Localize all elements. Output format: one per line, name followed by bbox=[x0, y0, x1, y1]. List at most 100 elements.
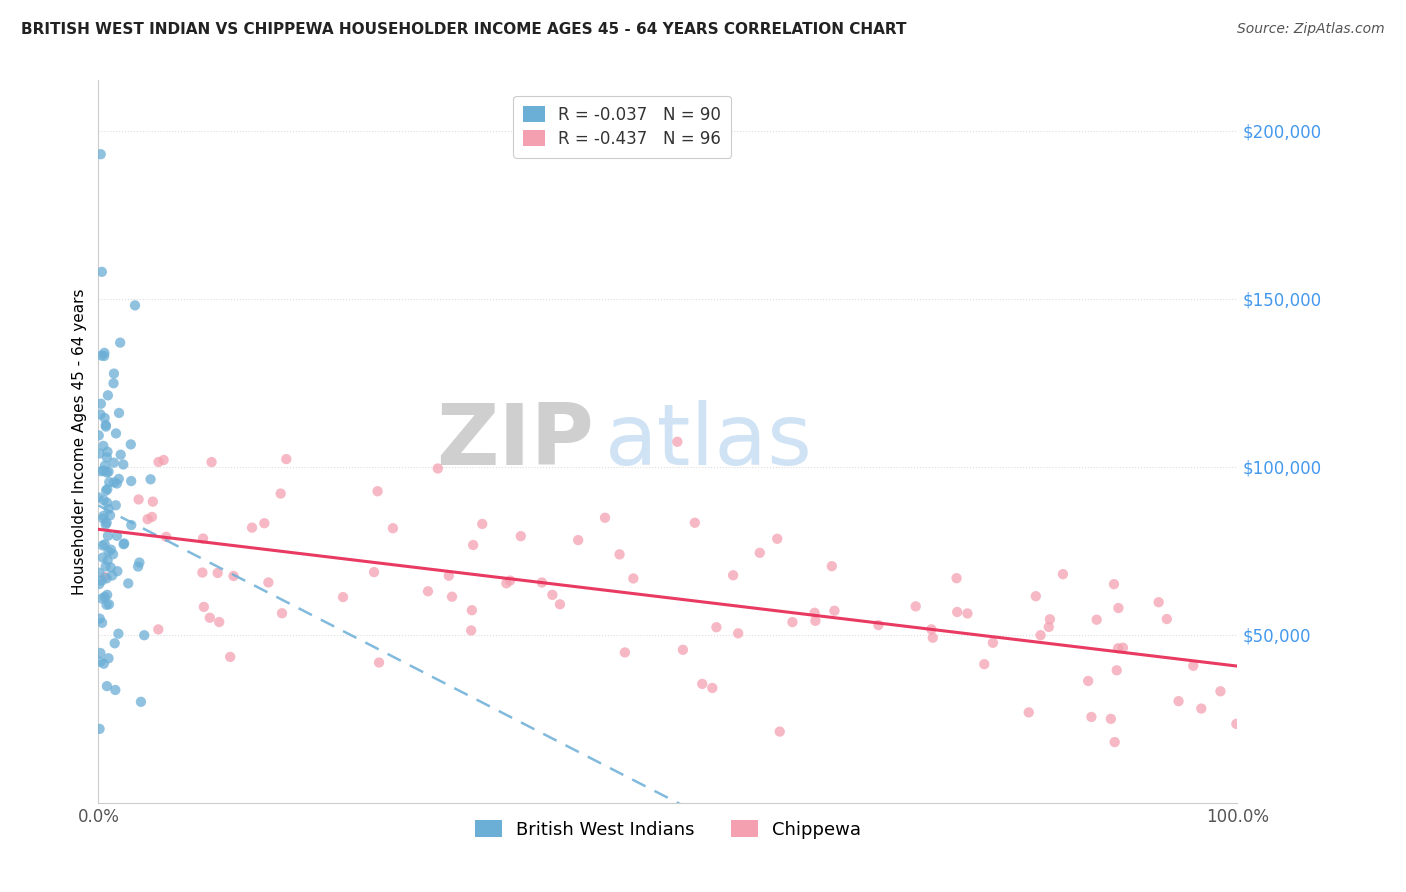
Point bbox=[117, 576, 139, 591]
Point bbox=[1225, 717, 1247, 731]
Point bbox=[141, 509, 163, 524]
Point bbox=[89, 655, 111, 669]
Point bbox=[191, 566, 214, 580]
Point bbox=[276, 452, 298, 467]
Point bbox=[89, 722, 111, 736]
Point bbox=[200, 455, 222, 469]
Point bbox=[104, 426, 127, 441]
Point bbox=[193, 599, 215, 614]
Point bbox=[368, 656, 391, 670]
Point bbox=[100, 560, 122, 574]
Point bbox=[1189, 701, 1212, 715]
Point bbox=[530, 575, 553, 590]
Point bbox=[104, 683, 127, 698]
Point bbox=[727, 626, 749, 640]
Point bbox=[207, 566, 229, 580]
Point bbox=[270, 486, 292, 500]
Point bbox=[904, 599, 927, 614]
Y-axis label: Householder Income Ages 45 - 64 years: Householder Income Ages 45 - 64 years bbox=[72, 288, 87, 595]
Text: Source: ZipAtlas.com: Source: ZipAtlas.com bbox=[1237, 22, 1385, 37]
Point bbox=[437, 568, 460, 582]
Point bbox=[91, 615, 114, 630]
Point bbox=[90, 349, 112, 363]
Point bbox=[90, 574, 112, 588]
Point bbox=[921, 631, 943, 645]
Point bbox=[782, 615, 804, 629]
Point bbox=[90, 464, 112, 478]
Point bbox=[101, 568, 124, 582]
Point bbox=[103, 475, 125, 490]
Point bbox=[101, 547, 124, 561]
Point bbox=[94, 537, 117, 551]
Point bbox=[198, 611, 221, 625]
Point bbox=[87, 428, 110, 442]
Point bbox=[593, 510, 616, 524]
Point bbox=[1104, 735, 1126, 749]
Point bbox=[1080, 710, 1102, 724]
Point bbox=[96, 450, 118, 465]
Point bbox=[112, 536, 135, 550]
Point bbox=[332, 590, 354, 604]
Point bbox=[148, 623, 170, 637]
Point bbox=[367, 484, 389, 499]
Point bbox=[945, 571, 967, 585]
Point bbox=[134, 628, 156, 642]
Point bbox=[981, 636, 1004, 650]
Point bbox=[107, 472, 129, 486]
Point bbox=[821, 559, 844, 574]
Point bbox=[97, 553, 120, 567]
Point bbox=[460, 624, 482, 638]
Point bbox=[90, 147, 112, 161]
Point bbox=[96, 444, 118, 458]
Point bbox=[108, 335, 131, 350]
Point bbox=[139, 472, 162, 486]
Point bbox=[257, 575, 280, 590]
Point bbox=[1099, 712, 1122, 726]
Point bbox=[97, 502, 120, 516]
Point bbox=[93, 346, 115, 360]
Point bbox=[441, 590, 464, 604]
Point bbox=[96, 571, 118, 585]
Point bbox=[96, 495, 118, 509]
Point bbox=[105, 564, 128, 578]
Point bbox=[98, 475, 121, 490]
Point bbox=[1052, 567, 1074, 582]
Point bbox=[148, 455, 170, 469]
Point bbox=[541, 588, 564, 602]
Point bbox=[1029, 628, 1052, 642]
Point bbox=[89, 446, 111, 460]
Point bbox=[105, 476, 128, 491]
Point bbox=[1107, 601, 1129, 615]
Point bbox=[104, 498, 127, 512]
Point bbox=[363, 565, 385, 579]
Point bbox=[127, 559, 149, 574]
Point bbox=[96, 482, 118, 496]
Point bbox=[1112, 640, 1135, 655]
Point bbox=[804, 614, 827, 628]
Point bbox=[1182, 658, 1205, 673]
Point bbox=[103, 367, 125, 381]
Point bbox=[426, 461, 449, 475]
Point bbox=[499, 574, 522, 588]
Point bbox=[93, 411, 115, 425]
Point bbox=[706, 620, 728, 634]
Point bbox=[666, 434, 689, 449]
Point bbox=[93, 464, 115, 478]
Point bbox=[91, 550, 114, 565]
Point bbox=[142, 494, 165, 508]
Point bbox=[97, 651, 120, 665]
Point bbox=[1038, 620, 1060, 634]
Point bbox=[112, 458, 135, 472]
Point bbox=[567, 533, 589, 547]
Point bbox=[120, 437, 142, 451]
Point bbox=[90, 265, 112, 279]
Point bbox=[103, 376, 125, 391]
Point bbox=[96, 466, 118, 480]
Point bbox=[672, 642, 695, 657]
Point bbox=[152, 453, 174, 467]
Point bbox=[1105, 663, 1128, 677]
Point bbox=[112, 537, 135, 551]
Point bbox=[98, 508, 121, 523]
Legend: British West Indians, Chippewa: British West Indians, Chippewa bbox=[465, 811, 870, 848]
Point bbox=[683, 516, 706, 530]
